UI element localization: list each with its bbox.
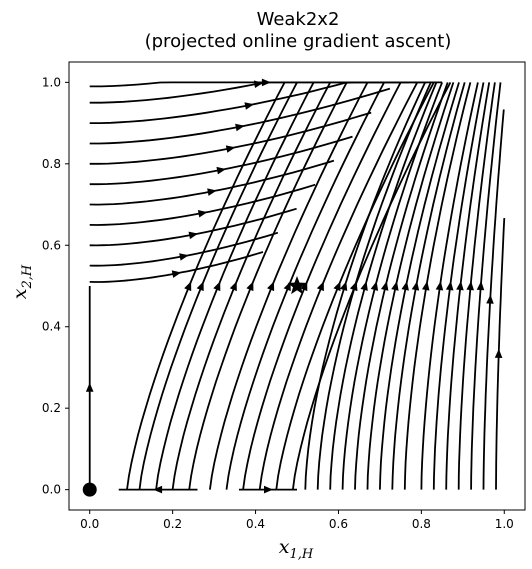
- stream-arrow: [445, 281, 454, 291]
- stream-arrow: [466, 281, 475, 291]
- x-tick-label: 0.4: [246, 517, 265, 531]
- x-tick-label: 0.2: [163, 517, 182, 531]
- streamline: [89, 111, 372, 165]
- stream-arrow: [494, 348, 503, 359]
- stream-arrow: [486, 294, 494, 304]
- stream-arrow: [435, 281, 444, 291]
- stream-arrow: [267, 281, 275, 292]
- y-tick-label: 1.0: [42, 75, 61, 89]
- y-tick-label: 0.0: [42, 483, 61, 497]
- streamline: [89, 81, 409, 124]
- boundary-arrow: [264, 485, 273, 494]
- stream-arrow: [411, 281, 420, 291]
- streamline: [89, 135, 353, 186]
- chart-subtitle: (projected online gradient ascent): [145, 31, 452, 52]
- x-axis-label: x1,H: [279, 536, 314, 562]
- boundary-arrow: [153, 485, 163, 494]
- stream-arrow: [244, 102, 255, 110]
- boundary-arrow: [85, 382, 94, 392]
- stream-arrow: [391, 281, 399, 291]
- stream-arrow: [421, 281, 430, 291]
- y-axis-ticks: 0.0 0.2 0.4 0.6 0.8 1.0: [42, 75, 69, 497]
- stream-arrow: [207, 188, 217, 196]
- stream-arrow: [333, 281, 341, 292]
- stream-arrow: [360, 281, 368, 291]
- equilibrium-star-marker: [287, 276, 307, 295]
- y-tick-label: 0.4: [42, 320, 61, 334]
- stream-arrow: [253, 80, 264, 88]
- streamline: [89, 251, 264, 283]
- stream-arrow: [216, 166, 227, 175]
- y-tick-label: 0.6: [42, 238, 61, 252]
- stream-arrow: [188, 231, 199, 240]
- x-tick-label: 0.0: [80, 517, 99, 531]
- x-tick-label: 0.8: [412, 517, 431, 531]
- streamlines: [85, 78, 506, 494]
- stream-arrow: [229, 281, 237, 292]
- stream-arrow: [350, 281, 358, 291]
- stream-arrow: [213, 281, 221, 292]
- stream-arrow: [184, 281, 192, 292]
- streamline: [126, 81, 286, 490]
- stream-arrow: [339, 281, 348, 291]
- stream-arrow: [456, 281, 464, 291]
- stream-arrow: [316, 281, 324, 292]
- stream-arrow: [179, 253, 189, 261]
- streamline: [89, 183, 316, 226]
- y-axis-label: x2,H: [9, 264, 35, 299]
- chart-title: Weak2x2: [257, 9, 340, 30]
- stream-arrow: [476, 281, 485, 291]
- streamline: [89, 87, 391, 145]
- stream-arrow: [225, 145, 236, 153]
- markers: [82, 276, 307, 497]
- x-axis-ticks: 0.0 0.2 0.4 0.6 0.8 1.0: [80, 510, 514, 531]
- plot-frame: [68, 61, 526, 511]
- stream-arrow: [401, 281, 409, 291]
- stream-arrow: [246, 281, 254, 292]
- stream-arrow: [380, 281, 389, 291]
- stream-arrow: [300, 281, 308, 292]
- stream-arrow: [171, 270, 182, 278]
- x-tick-label: 1.0: [495, 517, 514, 531]
- stream-arrow: [370, 281, 379, 291]
- stream-arrow: [197, 210, 208, 218]
- y-tick-label: 0.2: [42, 401, 61, 415]
- stream-arrow: [196, 281, 204, 292]
- stream-arrow: [235, 123, 245, 132]
- x-tick-label: 0.6: [329, 517, 348, 531]
- equilibrium-circle-marker: [82, 482, 97, 497]
- y-tick-label: 0.8: [42, 157, 61, 171]
